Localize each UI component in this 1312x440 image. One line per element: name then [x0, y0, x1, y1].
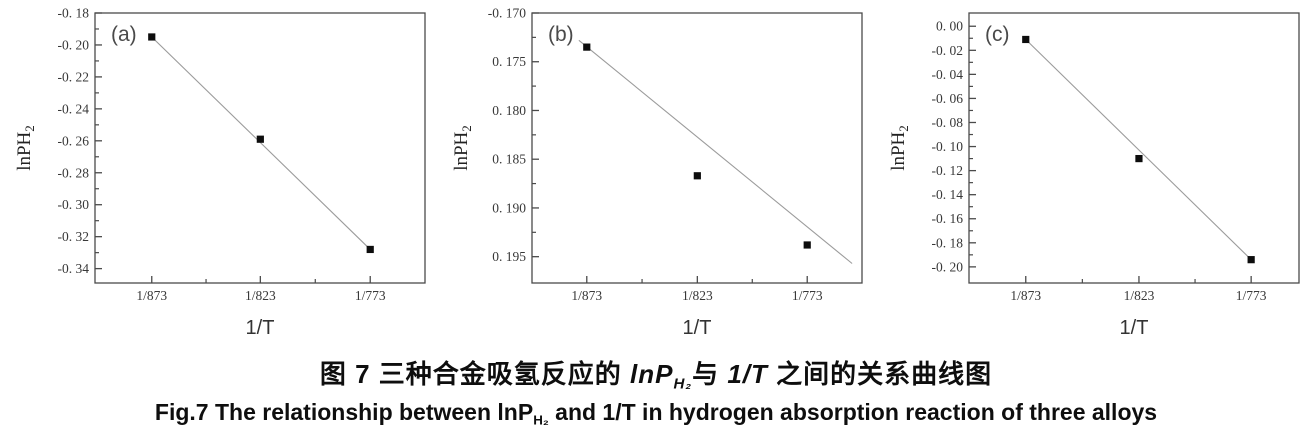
- data-point-marker: [583, 43, 591, 51]
- charts-row: -0. 18 -0. 20 -0. 22 -0. 24 -0. 26 -0. 28 -0. …: [0, 0, 1311, 346]
- caption-segment: lnP: [630, 359, 674, 389]
- x-tick-label: 1/773: [792, 288, 823, 303]
- x-tick-label: 1/873: [571, 288, 602, 303]
- y-tick-label: 0. 180: [492, 103, 526, 118]
- y-tick-label: 0. 00: [936, 19, 963, 34]
- data-point-marker: [1022, 35, 1030, 44]
- y-tick-label: 0. 185: [492, 152, 526, 167]
- chart-svg-(a): -0. 18 -0. 20 -0. 22 -0. 24 -0. 26 -0. 28 -0. …: [14, 6, 426, 339]
- chart-svg-(c): 0. 00 -0. 02 -0. 04 -0. 06 -0. 08 -0. 10 -0. 1…: [888, 12, 1300, 339]
- plot-frame: [968, 12, 1300, 284]
- y-tick-label: -0. 16: [932, 211, 964, 226]
- y-tick-label: 0. 175: [492, 54, 526, 69]
- x-tick-label: 1/873: [136, 288, 167, 303]
- y-tick-label: -0. 26: [58, 133, 90, 148]
- x-tick-label: 1/773: [1236, 288, 1267, 303]
- y-tick-label: 0. 195: [492, 249, 526, 264]
- y-tick-label: -0. 10: [932, 139, 964, 154]
- caption-english: Fig.7 The relationship between lnPH₂ and…: [0, 399, 1312, 428]
- x-axis-label: 1/T: [1120, 317, 1149, 339]
- y-axis-label: lnPH2: [888, 125, 911, 171]
- y-tick-label: 0. 190: [492, 200, 526, 215]
- data-point-marker: [693, 172, 701, 180]
- data-point-marker: [148, 33, 156, 41]
- x-axis-label: 1/T: [683, 317, 712, 339]
- fit-line: [1025, 39, 1252, 261]
- plot-frame: [531, 12, 863, 284]
- caption-segment: H₂: [533, 412, 549, 428]
- y-tick-label: -0. 170: [488, 6, 526, 21]
- panel-label: (a): [111, 23, 137, 46]
- y-tick-label: -0. 18: [932, 235, 964, 250]
- panel-label: (c): [985, 23, 1010, 46]
- y-tick-label: -0. 20: [932, 259, 964, 274]
- data-point-marker: [1135, 154, 1143, 163]
- data-point-marker: [803, 241, 811, 249]
- panel-label: (b): [548, 23, 574, 46]
- y-axis-label: lnPH2: [451, 125, 474, 171]
- y-tick-label: -0. 08: [932, 115, 964, 130]
- data-point-marker: [1247, 256, 1255, 264]
- x-axis-label: 1/T: [246, 317, 275, 339]
- y-tick-label: -0. 18: [58, 6, 90, 21]
- chart-panel-a: -0. 18 -0. 20 -0. 22 -0. 24 -0. 26 -0. 28 -0. …: [0, 0, 437, 346]
- fit-line: [151, 36, 371, 250]
- y-tick-label: -0. 34: [58, 261, 90, 276]
- x-tick-label: 1/823: [245, 288, 276, 303]
- caption-segment: 图 7 三种合金吸氢反应的: [319, 359, 630, 389]
- x-tick-label: 1/823: [682, 288, 713, 303]
- y-tick-label: -0. 04: [932, 67, 964, 82]
- y-tick-label: -0. 20: [58, 37, 90, 52]
- y-axis-label: lnPH2: [14, 125, 37, 171]
- y-tick-label: -0. 32: [58, 229, 90, 244]
- x-tick-label: 1/873: [1010, 288, 1041, 303]
- chart-panel-c: 0. 00 -0. 02 -0. 04 -0. 06 -0. 08 -0. 10 -0. 1…: [874, 0, 1311, 346]
- y-tick-label: -0. 02: [932, 43, 964, 58]
- caption-segment: 之间的关系曲线图: [767, 359, 993, 389]
- y-tick-label: -0. 22: [58, 69, 90, 84]
- data-point-marker: [366, 245, 374, 254]
- y-tick-label: -0. 12: [932, 163, 964, 178]
- caption-segment: and 1/T in hydrogen absorption reaction …: [548, 399, 1158, 425]
- x-tick-label: 1/823: [1124, 288, 1155, 303]
- caption-segment: 与: [692, 359, 728, 389]
- caption-segment: H₂: [673, 375, 693, 393]
- y-tick-label: -0. 30: [58, 197, 90, 212]
- x-tick-label: 1/773: [355, 288, 386, 303]
- plot-frame: [94, 12, 426, 284]
- data-point-marker: [256, 135, 264, 143]
- y-tick-label: -0. 14: [932, 187, 964, 202]
- caption-segment: Fig.7 The relationship between lnP: [154, 399, 534, 425]
- chart-svg-(b): -0. 170 0. 175 0. 180 0. 185 0. 190 0. 195 1/8…: [451, 6, 863, 339]
- caption-segment: 1/T: [727, 359, 768, 389]
- chart-panel-b: -0. 170 0. 175 0. 180 0. 185 0. 190 0. 195 1/8…: [437, 0, 874, 346]
- fit-line: [578, 39, 853, 264]
- y-tick-label: -0. 24: [58, 101, 90, 116]
- caption-chinese: 图 7 三种合金吸氢反应的 lnPH₂与 1/T 之间的关系曲线图: [0, 354, 1312, 392]
- y-tick-label: -0. 28: [58, 165, 90, 180]
- y-tick-label: -0. 06: [932, 91, 964, 106]
